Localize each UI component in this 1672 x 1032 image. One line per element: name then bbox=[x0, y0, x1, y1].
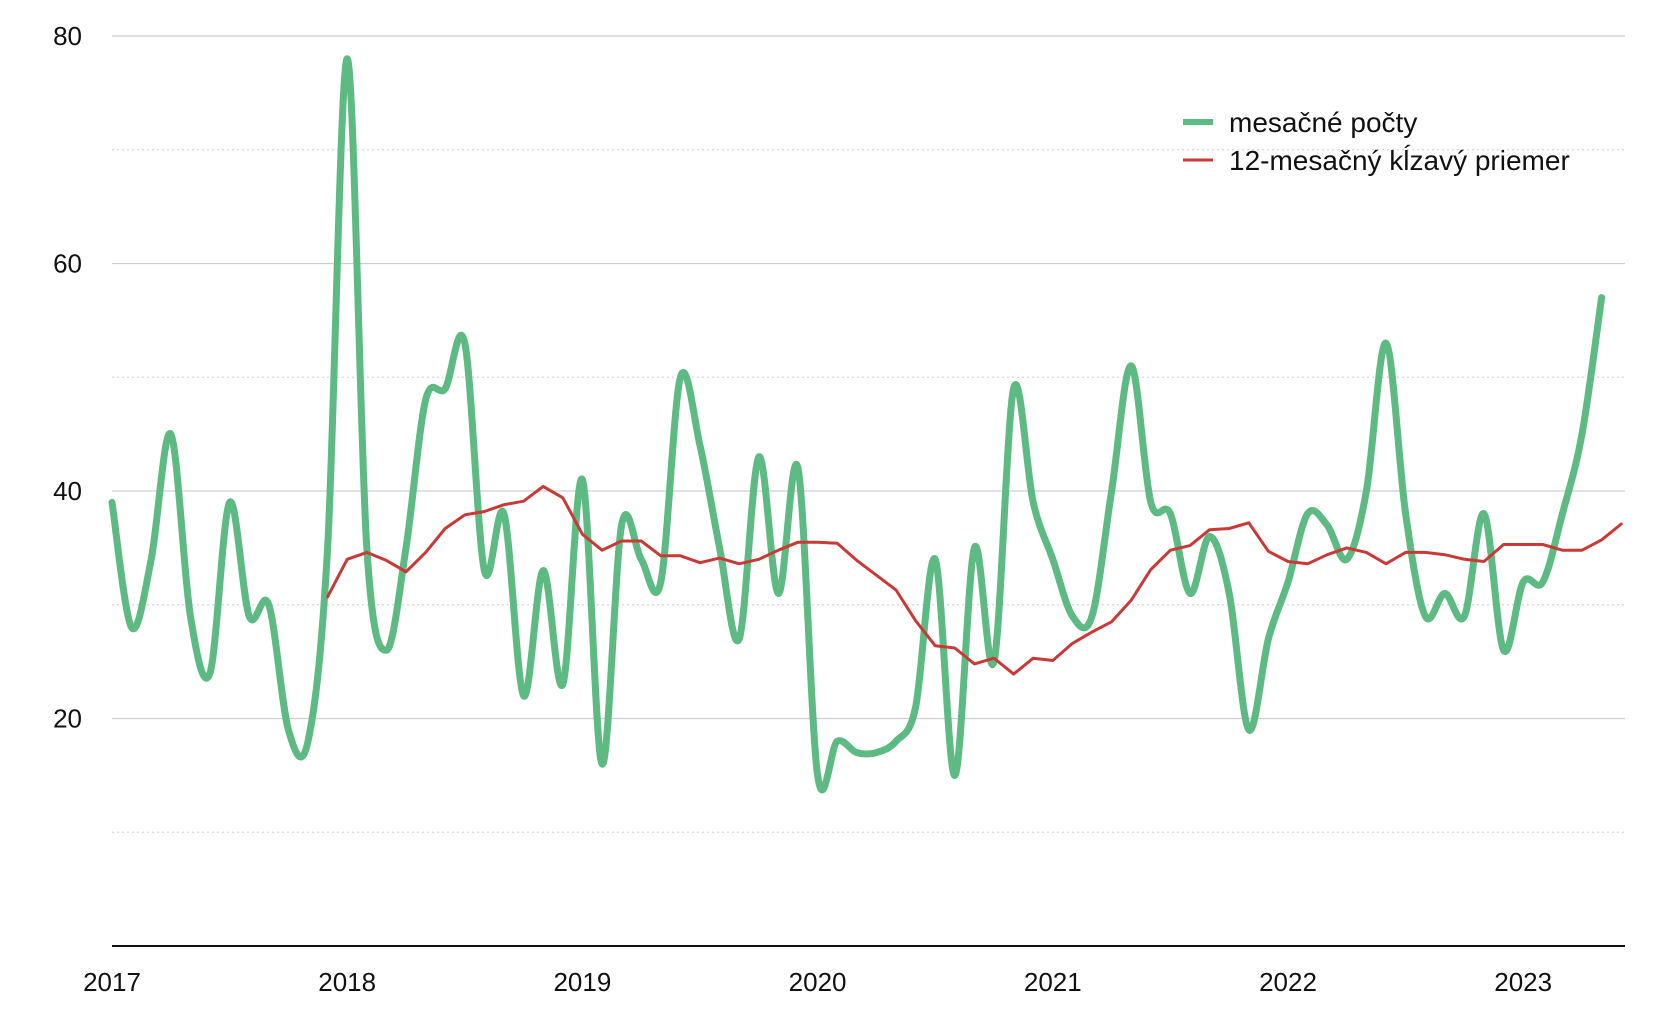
y-tick-label: 20 bbox=[53, 704, 82, 734]
y-tick-label: 40 bbox=[53, 476, 82, 506]
y-tick-label: 60 bbox=[53, 249, 82, 279]
x-axis: 2017 2018 2019 2020 2021 2022 2023 bbox=[83, 967, 1552, 997]
y-axis: 20 40 60 80 bbox=[53, 21, 82, 734]
x-tick-label: 2023 bbox=[1494, 967, 1552, 997]
legend: mesačné počty 12-mesačný kĺzavý priemer bbox=[1183, 107, 1570, 176]
series-lines bbox=[108, 55, 1623, 794]
grid-lines bbox=[112, 35, 1625, 833]
x-tick-label: 2021 bbox=[1024, 967, 1082, 997]
x-tick-label: 2017 bbox=[83, 967, 141, 997]
series-line-moving-average bbox=[326, 484, 1623, 676]
x-tick-label: 2018 bbox=[318, 967, 376, 997]
legend-label-monthly: mesačné počty bbox=[1229, 107, 1417, 138]
x-tick-label: 2020 bbox=[789, 967, 847, 997]
legend-label-moving-average: 12-mesačný kĺzavý priemer bbox=[1229, 144, 1570, 176]
x-tick-label: 2022 bbox=[1259, 967, 1317, 997]
x-tick-label: 2019 bbox=[553, 967, 611, 997]
series-line-monthly bbox=[108, 55, 1606, 794]
y-tick-label: 80 bbox=[53, 21, 82, 51]
